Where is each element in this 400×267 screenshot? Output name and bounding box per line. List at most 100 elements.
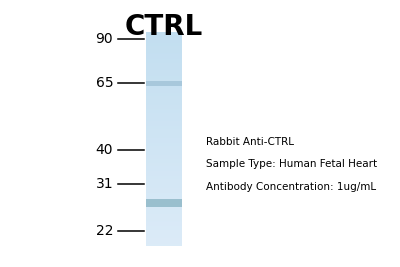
- Bar: [146, 173, 182, 174]
- Bar: [146, 202, 182, 203]
- Bar: [146, 52, 182, 53]
- Bar: [146, 194, 182, 195]
- Bar: [146, 152, 182, 153]
- Bar: [146, 48, 182, 49]
- Bar: [146, 82, 182, 83]
- Bar: [146, 163, 182, 164]
- Bar: [146, 233, 182, 234]
- Bar: [146, 130, 182, 131]
- Bar: [146, 186, 182, 187]
- Bar: [146, 69, 182, 70]
- Bar: [146, 191, 182, 192]
- Text: Rabbit Anti-CTRL: Rabbit Anti-CTRL: [206, 136, 294, 147]
- Bar: [146, 44, 182, 45]
- Bar: [146, 129, 182, 130]
- Bar: [146, 209, 182, 210]
- Bar: [146, 245, 182, 246]
- Bar: [146, 65, 182, 66]
- Bar: [146, 155, 182, 156]
- Bar: [146, 120, 182, 121]
- Bar: [146, 200, 182, 201]
- Bar: [146, 135, 182, 136]
- Bar: [146, 226, 182, 227]
- Bar: [146, 157, 182, 158]
- Bar: [146, 205, 182, 206]
- Bar: [146, 35, 182, 36]
- Bar: [146, 146, 182, 147]
- Bar: [146, 104, 182, 105]
- Bar: [146, 187, 182, 188]
- Bar: [146, 201, 182, 202]
- Bar: [146, 240, 182, 241]
- Bar: [146, 116, 182, 117]
- Bar: [146, 46, 182, 47]
- Bar: [146, 219, 182, 220]
- Bar: [146, 74, 182, 75]
- Bar: [146, 34, 182, 35]
- Bar: [146, 108, 182, 109]
- Bar: [146, 151, 182, 152]
- Bar: [146, 154, 182, 155]
- Bar: [146, 203, 182, 204]
- Bar: [146, 166, 182, 167]
- Bar: [146, 41, 182, 42]
- Bar: [146, 162, 182, 163]
- Bar: [146, 90, 182, 91]
- Bar: [146, 115, 182, 116]
- Bar: [146, 217, 182, 218]
- Bar: [146, 60, 182, 61]
- Bar: [146, 58, 182, 59]
- Bar: [146, 207, 182, 208]
- Bar: [146, 78, 182, 79]
- Bar: [146, 103, 182, 104]
- Bar: [146, 189, 182, 190]
- Bar: [146, 161, 182, 162]
- Bar: [146, 142, 182, 143]
- Bar: [146, 136, 182, 137]
- Bar: [146, 138, 182, 139]
- Bar: [146, 143, 182, 144]
- Bar: [146, 51, 182, 52]
- Bar: [146, 125, 182, 126]
- Bar: [146, 99, 182, 100]
- Bar: [146, 137, 182, 138]
- Bar: [146, 114, 182, 115]
- Bar: [146, 109, 182, 110]
- Bar: [146, 147, 182, 148]
- Bar: [146, 98, 182, 99]
- Text: 31: 31: [96, 177, 113, 191]
- Bar: [146, 234, 182, 235]
- Bar: [146, 77, 182, 78]
- Bar: [146, 132, 182, 134]
- Bar: [146, 141, 182, 142]
- Bar: [146, 171, 182, 172]
- Bar: [146, 153, 182, 154]
- Bar: [146, 183, 182, 184]
- Bar: [146, 190, 182, 191]
- Bar: [146, 216, 182, 217]
- Bar: [146, 80, 182, 81]
- Bar: [146, 225, 182, 226]
- Bar: [146, 197, 182, 198]
- Bar: [146, 174, 182, 175]
- Text: CTRL: CTRL: [125, 13, 203, 41]
- Bar: [146, 94, 182, 95]
- Bar: [146, 235, 182, 236]
- Bar: [146, 164, 182, 166]
- Bar: [146, 198, 182, 199]
- Bar: [146, 119, 182, 120]
- Bar: [146, 131, 182, 132]
- Bar: [146, 232, 182, 233]
- Bar: [146, 92, 182, 93]
- Bar: [146, 57, 182, 58]
- Bar: [146, 126, 182, 127]
- Bar: [146, 231, 182, 232]
- Bar: [146, 117, 182, 119]
- Bar: [146, 167, 182, 168]
- Bar: [146, 199, 182, 200]
- Bar: [146, 50, 182, 51]
- Bar: [146, 140, 182, 141]
- Bar: [146, 33, 182, 34]
- Bar: [146, 172, 182, 173]
- Bar: [146, 64, 182, 65]
